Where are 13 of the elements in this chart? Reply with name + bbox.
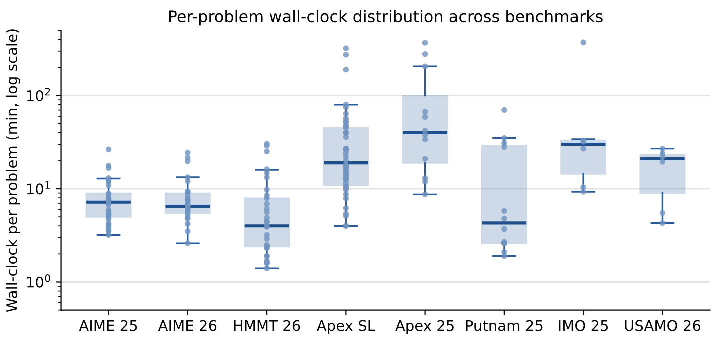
y-tick-label: 10$^{1}$ [28, 181, 50, 195]
y-tick-label: 10$^{0}$ [28, 274, 50, 288]
x-tick-label: USAMO 26 [625, 320, 701, 332]
x-tick-label: AIME 26 [158, 320, 217, 332]
x-tick-label: Putnam 25 [466, 320, 543, 332]
y-axis-title: Wall-clock per problem (min, log scale) [6, 30, 20, 312]
x-tick-label: AIME 25 [79, 320, 138, 332]
x-tick-label: Apex 25 [396, 320, 454, 334]
x-tick-label: HMMT 26 [234, 320, 300, 332]
chart-title: Per-problem wall-clock distribution across benchmarks [169, 10, 603, 26]
x-tick-label: Apex SL [316, 320, 376, 334]
x-tick-label: IMO 25 [559, 320, 608, 332]
y-tick-label: 10$^{2}$ [28, 88, 50, 102]
